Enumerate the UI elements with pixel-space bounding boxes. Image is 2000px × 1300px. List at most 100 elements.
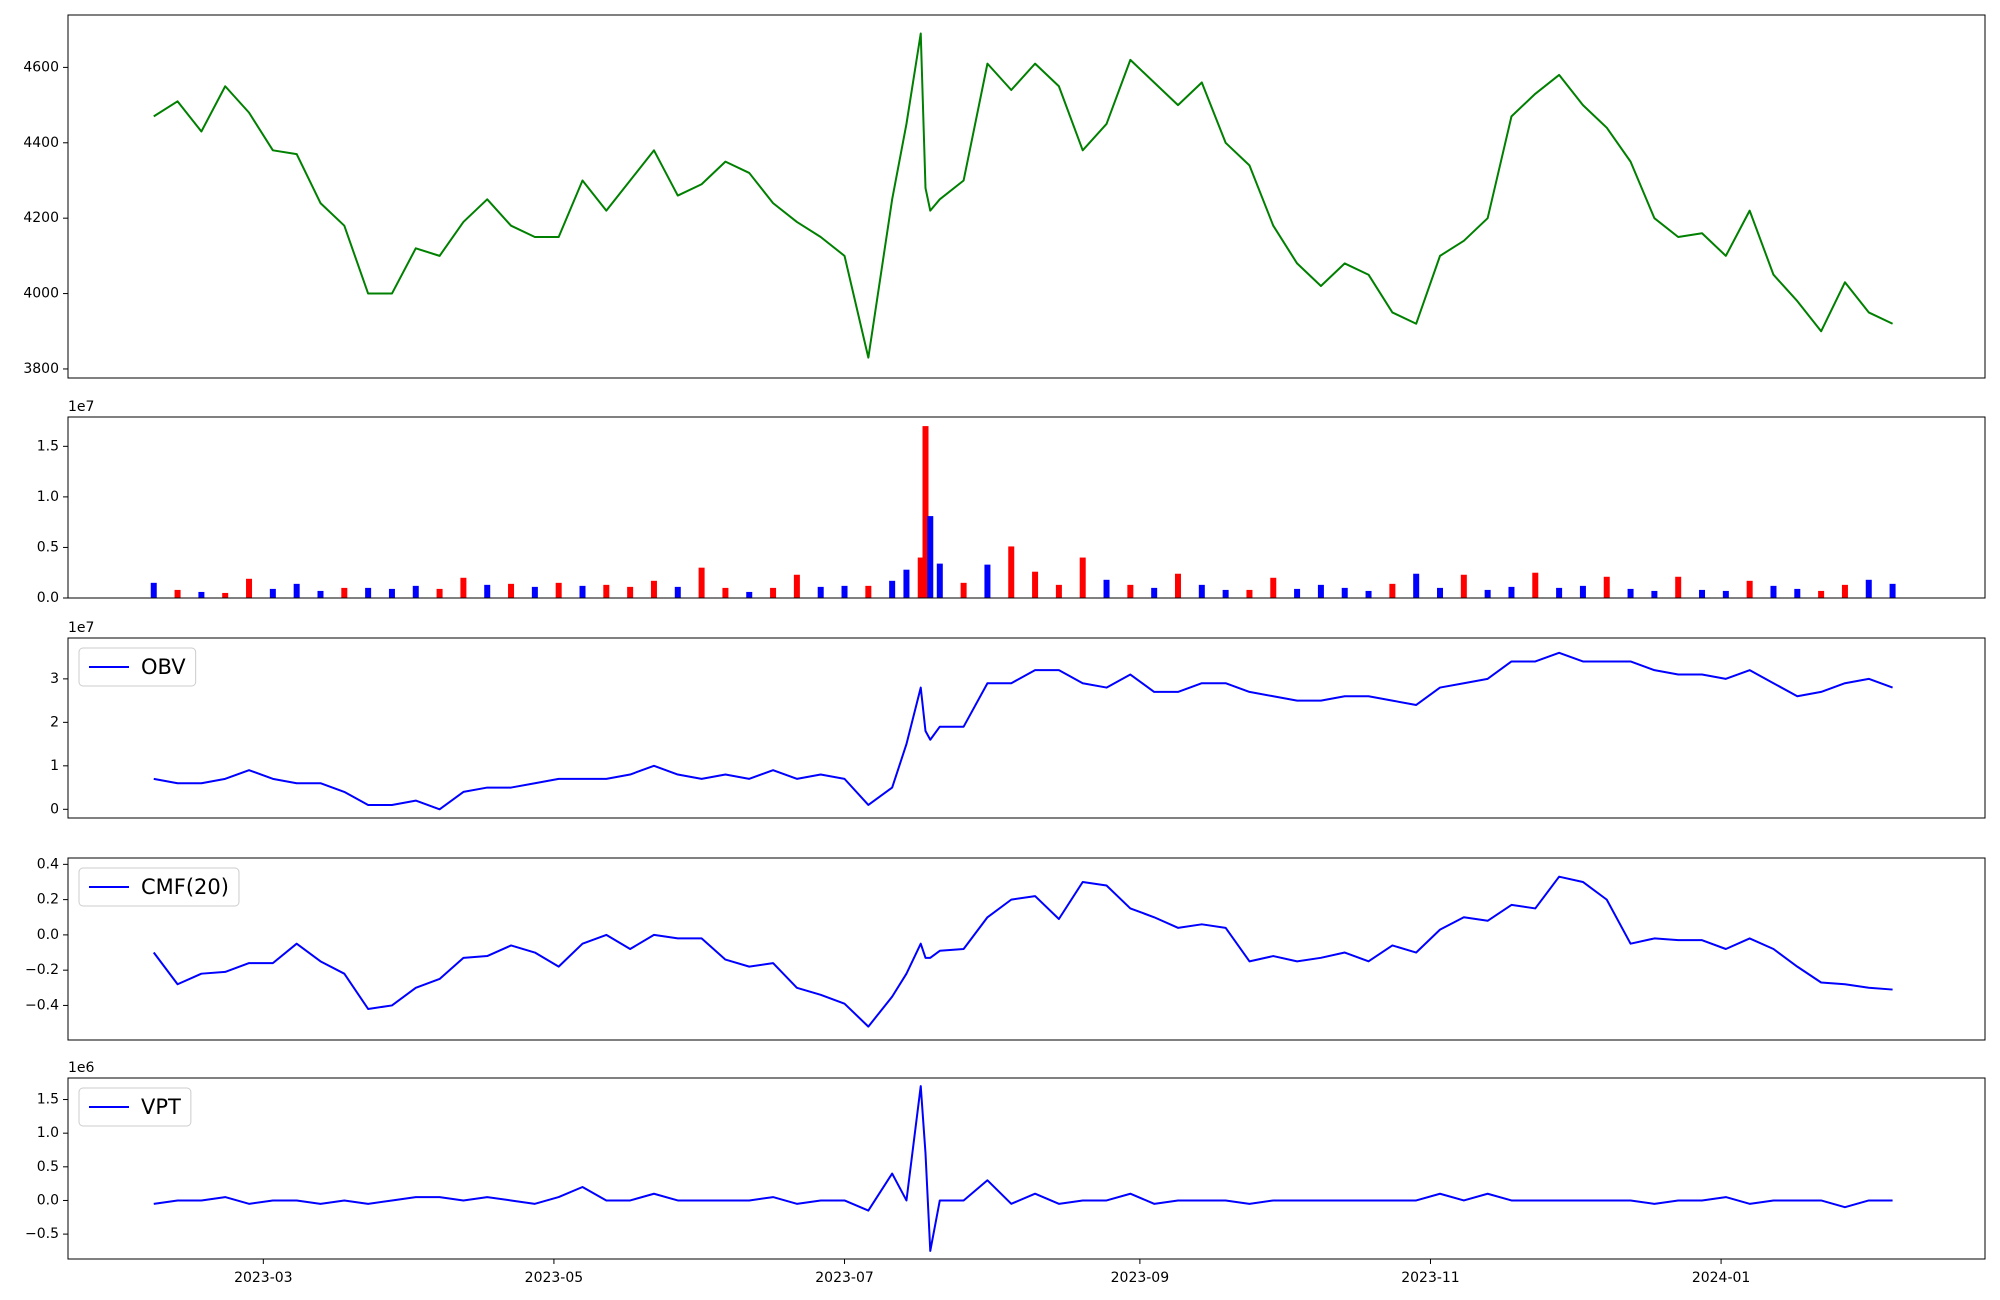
- bar: [927, 516, 934, 598]
- plot-area: [153, 32, 1894, 359]
- bar: [365, 587, 372, 598]
- bar: [1770, 585, 1777, 598]
- x-tick-label: 2024-01: [1692, 1270, 1751, 1286]
- bar: [627, 586, 634, 598]
- legend-box: [78, 1087, 192, 1127]
- bar: [1127, 584, 1134, 598]
- legend-label: OBV: [141, 655, 186, 679]
- bar: [922, 426, 929, 598]
- bar: [674, 586, 681, 598]
- bar: [1699, 589, 1706, 598]
- line-series: [153, 32, 1894, 359]
- bar: [1079, 557, 1086, 598]
- bar: [1437, 587, 1444, 598]
- axis-offset-label: 1e7: [68, 399, 94, 415]
- bar: [555, 582, 562, 598]
- bar: [1008, 546, 1015, 598]
- bar: [1794, 588, 1801, 598]
- legend: OBV: [78, 647, 197, 687]
- bar: [1746, 580, 1753, 598]
- bar: [603, 584, 610, 598]
- bar: [531, 586, 538, 598]
- bar: [1174, 573, 1181, 598]
- bar: [222, 592, 229, 598]
- y-tick-label: 3: [50, 671, 59, 687]
- y-tick-label: 1: [50, 758, 59, 774]
- panel: 0 1 2 3 1e7 OBV: [50, 620, 1986, 819]
- line-series: [153, 651, 1893, 811]
- legend-label: VPT: [141, 1095, 181, 1119]
- bar: [269, 588, 276, 598]
- bar: [317, 590, 324, 598]
- axes-frame: [67, 637, 1986, 819]
- bar: [1508, 586, 1515, 598]
- bar: [1294, 588, 1301, 598]
- y-tick-label: 0.0: [37, 590, 59, 606]
- bar: [1270, 577, 1277, 598]
- y-tick-label: −0.4: [25, 997, 59, 1013]
- legend-box: [78, 867, 240, 907]
- bar: [770, 587, 777, 598]
- plot-area: [150, 426, 1896, 598]
- bar: [817, 586, 824, 598]
- plot-area: [153, 651, 1893, 811]
- bar: [412, 585, 419, 598]
- x-tick-label: 2023-03: [234, 1270, 293, 1286]
- bar: [889, 580, 896, 598]
- axes-frame: [67, 857, 1986, 1041]
- bar: [841, 585, 848, 598]
- bar: [1556, 587, 1563, 598]
- y-tick-label: −0.2: [25, 962, 59, 978]
- plot-area: [153, 1085, 1893, 1252]
- bar: [698, 567, 705, 598]
- line-series: [153, 1085, 1893, 1252]
- y-tick-label: 1.5: [37, 1092, 59, 1108]
- x-tick-label: 2023-09: [1111, 1270, 1170, 1286]
- bar: [1889, 583, 1896, 598]
- x-tick-label: 2023-05: [525, 1270, 584, 1286]
- bar: [1603, 576, 1610, 598]
- bar: [1151, 587, 1158, 598]
- x-tick-label: 2023-07: [815, 1270, 874, 1286]
- bar: [150, 582, 157, 598]
- bar: [1841, 584, 1848, 598]
- bar: [1532, 572, 1539, 598]
- legend-label: CMF(20): [141, 875, 229, 899]
- y-tick-label: 4200: [23, 210, 59, 226]
- bar: [579, 585, 586, 598]
- bar: [1865, 579, 1872, 598]
- bar: [865, 585, 872, 598]
- y-tick-label: 0.2: [37, 892, 59, 908]
- y-tick-label: 0: [50, 801, 59, 817]
- y-tick-label: 4400: [23, 135, 59, 151]
- y-tick-label: 0.5: [37, 539, 59, 555]
- y-tick-label: 1.5: [37, 438, 59, 454]
- bar: [793, 574, 800, 598]
- panel: 3800 4000 4200 4400 4600: [23, 14, 1986, 379]
- bar: [1341, 587, 1348, 598]
- y-tick-label: 0.0: [37, 927, 59, 943]
- bar: [1651, 590, 1658, 598]
- legend-box: [78, 647, 197, 687]
- axes-frame: [67, 416, 1986, 599]
- bar: [1460, 574, 1467, 598]
- bar: [484, 584, 491, 598]
- axes-frame: [67, 1077, 1986, 1260]
- y-tick-label: 3800: [23, 361, 59, 377]
- y-tick-label: −0.5: [25, 1226, 59, 1242]
- bar: [436, 588, 443, 598]
- bar: [960, 582, 967, 598]
- bar: [460, 577, 467, 598]
- y-tick-label: 0.4: [37, 856, 59, 872]
- bar: [1246, 589, 1253, 598]
- bar: [1317, 584, 1324, 598]
- x-tick-label: 2023-11: [1401, 1270, 1460, 1286]
- legend: VPT: [78, 1087, 192, 1127]
- bar: [246, 578, 253, 598]
- plot-area: [152, 875, 1893, 1028]
- y-tick-label: 1.0: [37, 1125, 59, 1141]
- bar: [1722, 590, 1729, 598]
- bar: [903, 569, 910, 598]
- bar: [1055, 584, 1062, 598]
